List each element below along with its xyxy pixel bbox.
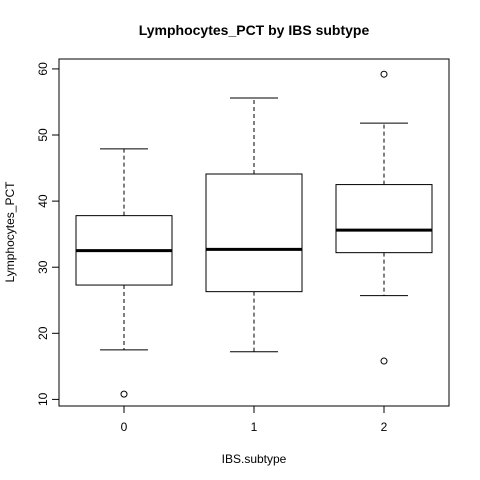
boxes-layer — [75, 70, 433, 398]
y-tick-label: 50 — [36, 128, 50, 142]
x-axis: 0 1 2 — [121, 406, 388, 434]
y-tick-label: 10 — [36, 392, 50, 406]
box-group-0 — [75, 148, 173, 398]
iqr-box — [335, 184, 433, 254]
y-tick-label: 30 — [36, 260, 50, 274]
x-tick-label: 1 — [251, 420, 258, 434]
iqr-box — [205, 173, 303, 293]
box-group-2 — [335, 70, 433, 365]
outlier-point — [380, 70, 388, 78]
outlier-point — [380, 357, 388, 365]
y-tick-label: 20 — [36, 326, 50, 340]
x-tick-label: 0 — [121, 420, 128, 434]
x-tick-label: 2 — [381, 420, 388, 434]
y-axis: 10 20 30 40 50 60 — [36, 62, 59, 406]
y-axis-label: Lymphocytes_PCT — [3, 181, 17, 283]
chart-title: Lymphocytes_PCT by IBS subtype — [139, 22, 370, 38]
y-tick-label: 40 — [36, 194, 50, 208]
outlier-point — [120, 390, 128, 398]
box-group-1 — [205, 97, 303, 353]
y-tick-label: 60 — [36, 62, 50, 76]
x-axis-label: IBS.subtype — [222, 452, 287, 466]
